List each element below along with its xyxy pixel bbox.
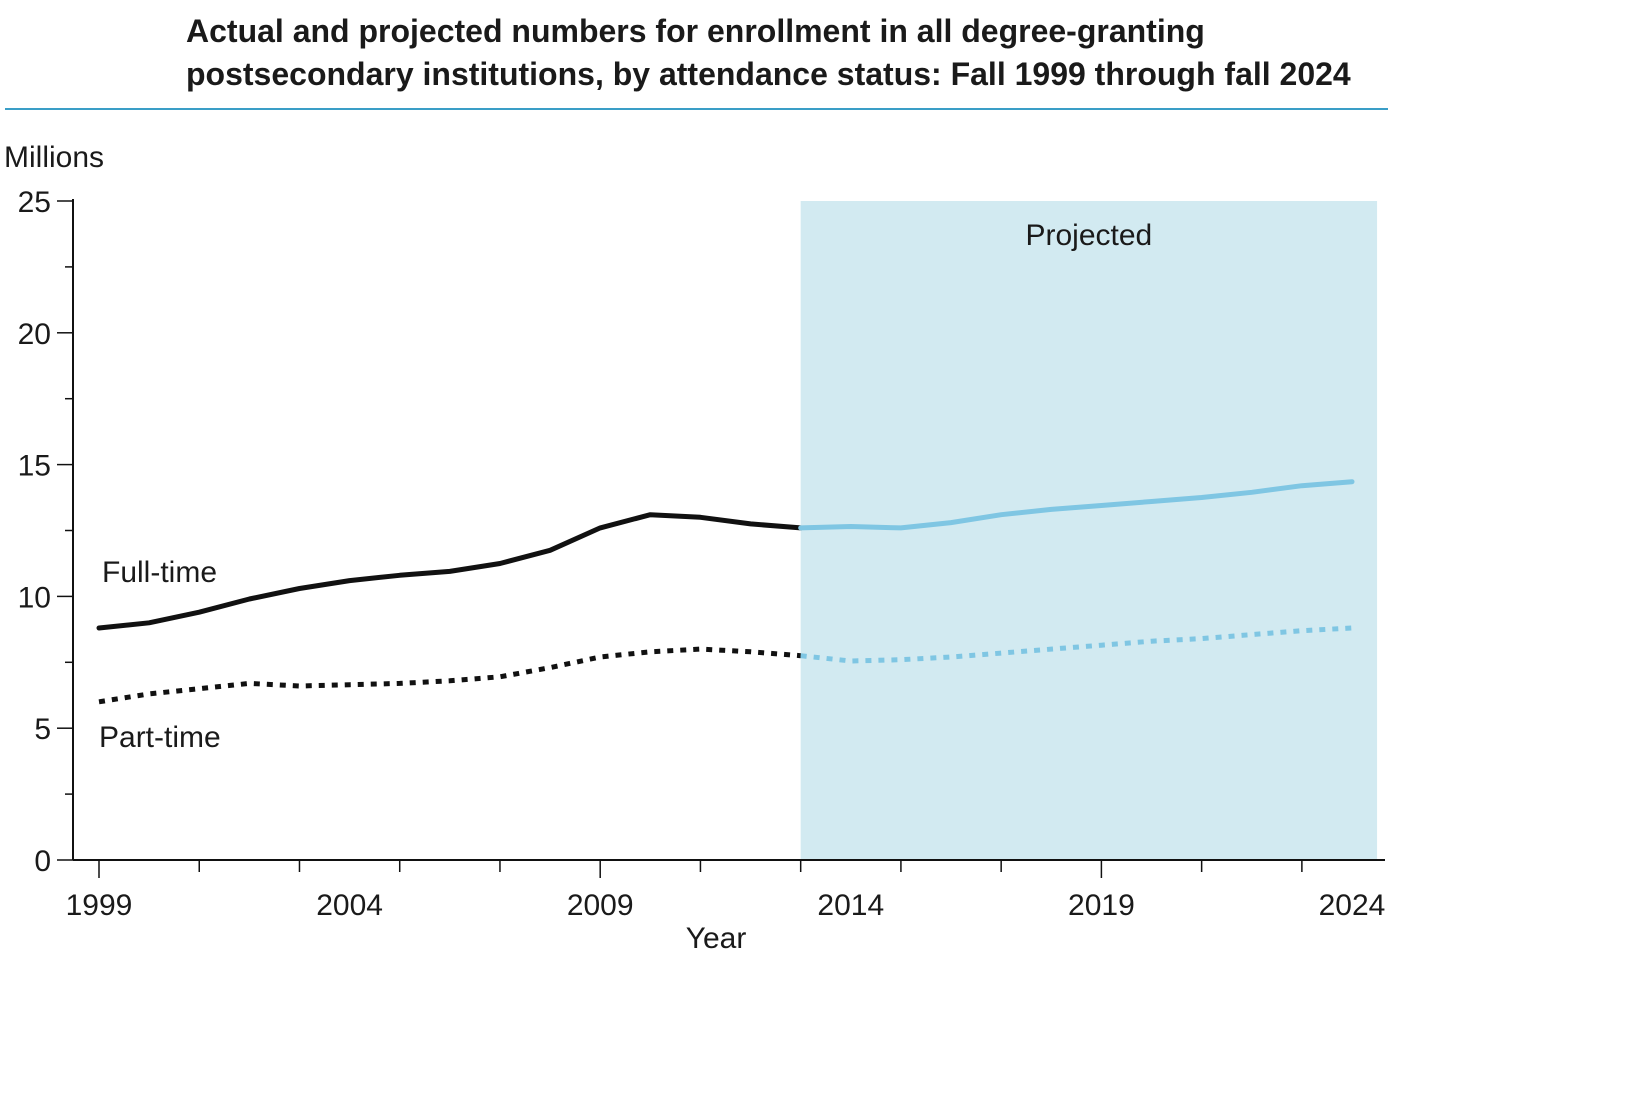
series-line-full-time-actual	[96, 512, 804, 631]
x-tick-label: 2014	[817, 889, 884, 922]
series-line-part-time-projected	[800, 625, 1353, 664]
x-tick-label: 2024	[1319, 889, 1386, 922]
series-label-part-time: Part-time	[99, 721, 221, 754]
x-tick-label: 1999	[66, 889, 133, 922]
y-tick-label: 15	[18, 450, 51, 483]
chart-title-line-2: postsecondary institutions, by attendanc…	[186, 56, 1351, 92]
x-tick-label: 2004	[316, 889, 383, 922]
x-tick-label: 2019	[1068, 889, 1135, 922]
chart-title: Actual and projected numbers for enrollm…	[186, 13, 1351, 92]
projected-region	[800, 201, 1378, 860]
series-line-part-time-actual	[98, 646, 801, 705]
y-tick-label: 20	[18, 318, 51, 351]
y-tick-label: 0	[34, 845, 51, 878]
axes: 0 5 10 15 20 25 1999 2004 2009 2014 2019 2024	[18, 186, 1386, 922]
x-axis-label: Year	[686, 922, 747, 955]
x-tick-label: 2009	[567, 889, 634, 922]
y-axis-label: Millions	[4, 141, 104, 174]
series-layer	[96, 479, 1355, 705]
projected-label: Projected	[1025, 219, 1152, 252]
series-label-full-time: Full-time	[102, 556, 217, 589]
y-tick-label: 25	[18, 186, 51, 219]
y-tick-label: 10	[18, 581, 51, 614]
y-tick-label: 5	[34, 713, 51, 746]
series-line-full-time-projected	[798, 479, 1355, 531]
chart-title-line-1: Actual and projected numbers for enrollm…	[186, 13, 1205, 49]
